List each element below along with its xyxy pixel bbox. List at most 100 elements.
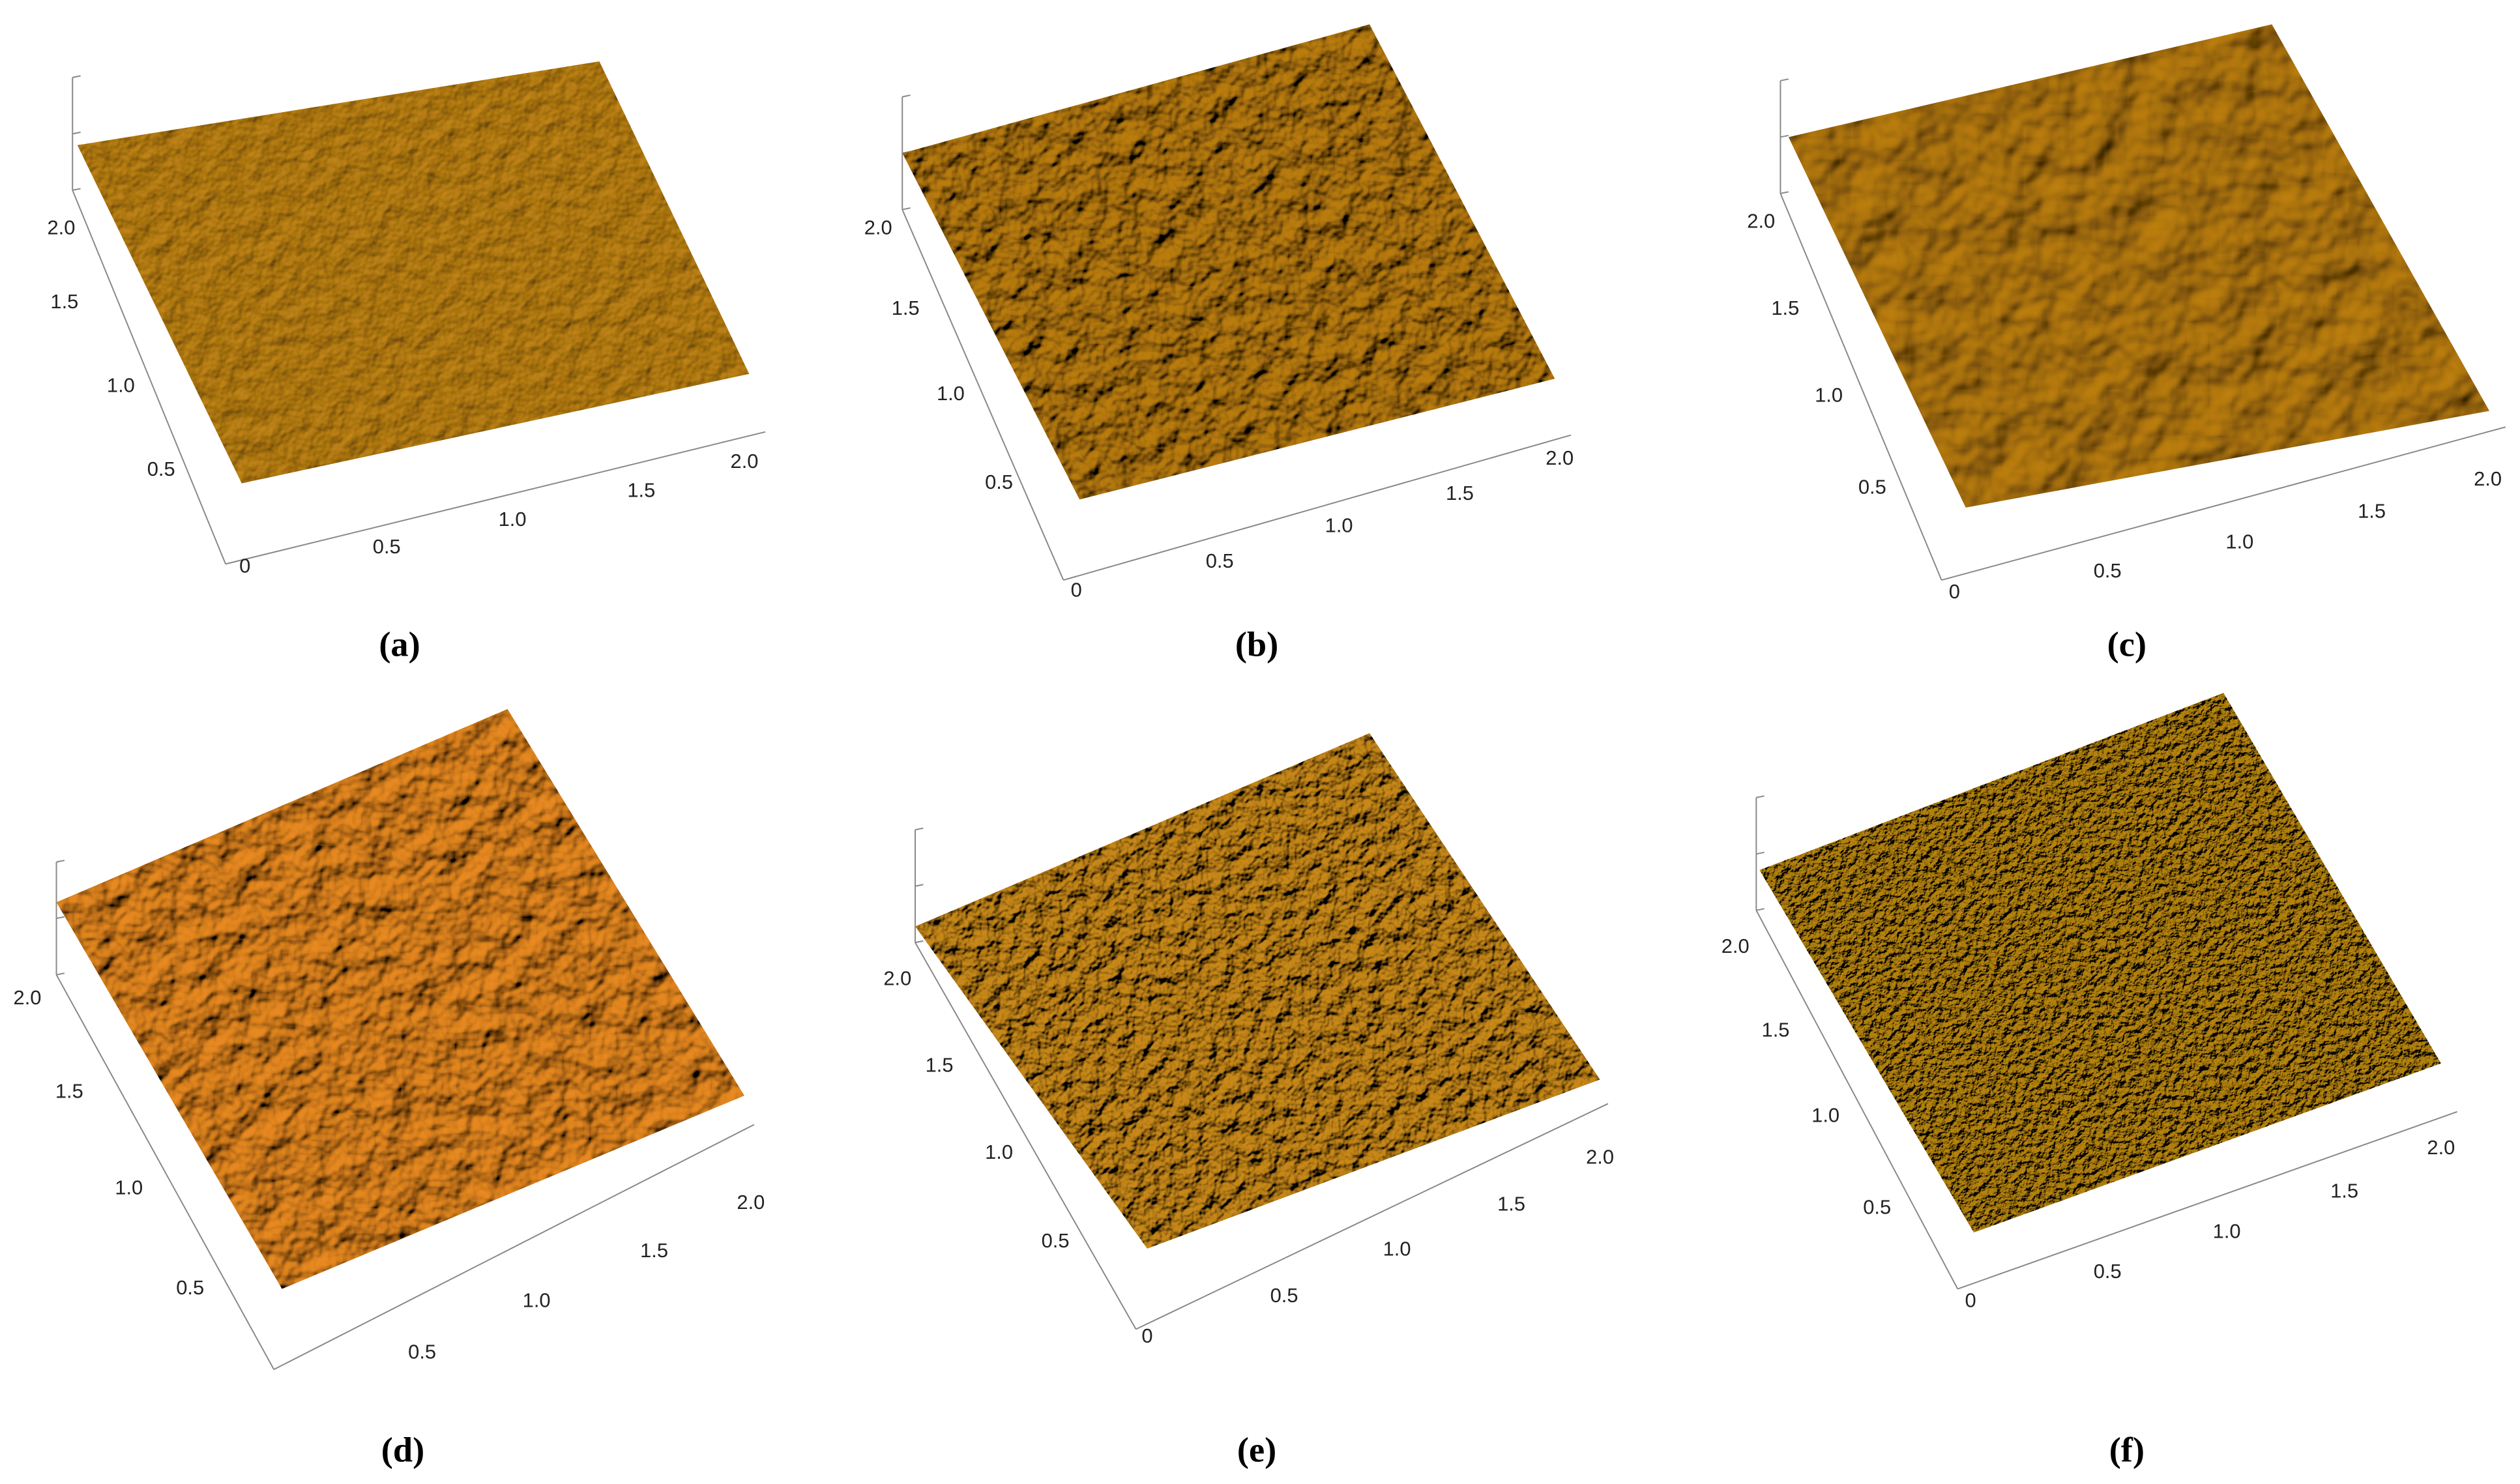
y-tick-label: 1.5 (892, 297, 920, 319)
y-axis (901, 209, 1064, 581)
y-tick-label: 1.0 (1815, 383, 1843, 406)
x-tick-label: 1.5 (2358, 499, 2386, 522)
z-tick (915, 884, 924, 887)
x-tick-label: 1.5 (2330, 1180, 2358, 1202)
x-tick-label: 2.0 (2474, 467, 2502, 490)
y-tick-label: 1.0 (937, 382, 965, 405)
afm-surface (902, 24, 1555, 500)
z-tick (56, 860, 65, 863)
y-tick-label: 2.0 (864, 216, 892, 239)
y-axis (915, 942, 1137, 1330)
x-tick-label: 1.5 (640, 1239, 668, 1262)
y-axis (1755, 910, 1959, 1290)
x-tick-label: 0.5 (408, 1341, 436, 1363)
afm-panel: 2.0 1.5 1.0 0.5 0 0.5 1.0 1.5 2.0 (e) (883, 733, 1614, 1469)
panel-caption: (b) (1235, 624, 1278, 663)
x-tick-label: 1.0 (499, 508, 527, 531)
z-tick (902, 95, 911, 98)
y-tick-label: 2.0 (883, 967, 911, 989)
x-axis (1941, 426, 2506, 581)
x-tick-label: 2.0 (1586, 1146, 1614, 1169)
afm-panel: 2.0 1.5 1.0 0.5 0 0.5 1.0 1.5 2.0 (c) (1747, 24, 2506, 663)
z-tick (1756, 908, 1765, 911)
x-tick-label: 1.0 (2213, 1219, 2241, 1242)
y-tick-label: 0.5 (1042, 1229, 1070, 1252)
x-tick-label: 1.0 (1325, 514, 1353, 537)
panel-caption: (e) (1237, 1430, 1276, 1469)
x-axis (225, 431, 766, 565)
y-tick-label: 1.0 (985, 1141, 1013, 1163)
panel-caption: (a) (379, 624, 420, 663)
x-tick-label: 0 (1965, 1289, 1976, 1312)
afm-panel: 2.0 1.5 1.0 0.5 0.5 1.0 1.5 2.0 (d) (14, 708, 765, 1469)
afm-surface (1759, 693, 2441, 1233)
y-tick-label: 1.0 (115, 1176, 143, 1199)
x-tick-label: 1.0 (1383, 1238, 1411, 1260)
y-tick-label: 1.5 (1771, 297, 1799, 319)
y-tick-label: 0.5 (176, 1276, 204, 1299)
z-tick (1756, 795, 1765, 798)
z-tick (72, 131, 81, 135)
z-tick (56, 916, 65, 920)
x-tick-label: 2.0 (737, 1191, 765, 1214)
x-tick-label: 2.0 (1546, 446, 1574, 469)
afm-surface (56, 708, 745, 1289)
x-tick-label: 0.5 (373, 535, 401, 558)
afm-panel: 2.0 1.5 1.0 0.5 0 0.5 1.0 1.5 2.0 (a) (47, 61, 766, 663)
z-tick (915, 827, 924, 831)
y-tick-label: 0.5 (1863, 1195, 1891, 1218)
x-tick-label: 0.5 (1270, 1284, 1298, 1307)
y-tick-label: 1.0 (107, 374, 135, 397)
x-tick-label: 0 (1141, 1324, 1152, 1347)
x-axis (1063, 434, 1572, 581)
y-axis (72, 190, 226, 564)
y-tick-label: 1.0 (1811, 1103, 1839, 1126)
z-tick (902, 207, 911, 211)
afm-surface (1788, 24, 2490, 508)
x-tick-label: 2.0 (731, 450, 759, 473)
y-tick-label: 1.5 (55, 1079, 83, 1102)
x-tick-label: 0.5 (1206, 549, 1234, 572)
panel-caption: (d) (381, 1430, 424, 1469)
x-tick-label: 0 (1071, 579, 1082, 602)
x-axis (1957, 1111, 2457, 1290)
z-tick (1780, 134, 1789, 138)
z-tick (56, 972, 65, 976)
afm-surface (77, 61, 750, 484)
z-tick (1780, 78, 1789, 81)
x-tick-label: 0 (1949, 580, 1960, 603)
x-tick-label: 2.0 (2427, 1136, 2455, 1159)
x-tick-label: 0.5 (2094, 1260, 2122, 1283)
y-tick-label: 2.0 (1722, 935, 1750, 957)
afm-surface (915, 733, 1600, 1249)
z-tick (1780, 191, 1789, 194)
x-tick-label: 1.5 (1446, 482, 1474, 504)
y-axis (1780, 193, 1942, 581)
y-tick-label: 0.5 (985, 471, 1013, 493)
x-tick-label: 0.5 (2094, 559, 2122, 582)
z-tick (1756, 851, 1765, 855)
afm-panel: 2.0 1.5 1.0 0.5 0 0.5 1.0 1.5 2.0 (b) (864, 24, 1574, 663)
y-tick-label: 1.5 (50, 290, 78, 313)
x-tick-label: 1.0 (523, 1289, 551, 1312)
z-tick (915, 940, 924, 944)
z-tick (72, 188, 81, 191)
y-tick-label: 2.0 (14, 986, 42, 1009)
panel-caption: (f) (2109, 1430, 2145, 1469)
x-axis (273, 1124, 755, 1371)
z-tick (72, 75, 81, 78)
panel-caption: (c) (2107, 624, 2146, 663)
x-tick-label: 1.5 (627, 478, 655, 501)
y-tick-label: 1.5 (1762, 1018, 1790, 1041)
y-tick-label: 2.0 (47, 216, 75, 239)
y-tick-label: 0.5 (1858, 475, 1886, 498)
y-tick-label: 0.5 (147, 458, 175, 480)
x-tick-label: 0 (239, 554, 250, 577)
afm-panel: 2.0 1.5 1.0 0.5 0 0.5 1.0 1.5 2.0 (f) (1722, 693, 2457, 1469)
x-axis (1135, 1103, 1609, 1330)
y-tick-label: 2.0 (1747, 209, 1775, 232)
x-tick-label: 1.0 (2225, 530, 2253, 553)
y-axis (55, 974, 275, 1370)
x-tick-label: 1.5 (1497, 1192, 1525, 1215)
